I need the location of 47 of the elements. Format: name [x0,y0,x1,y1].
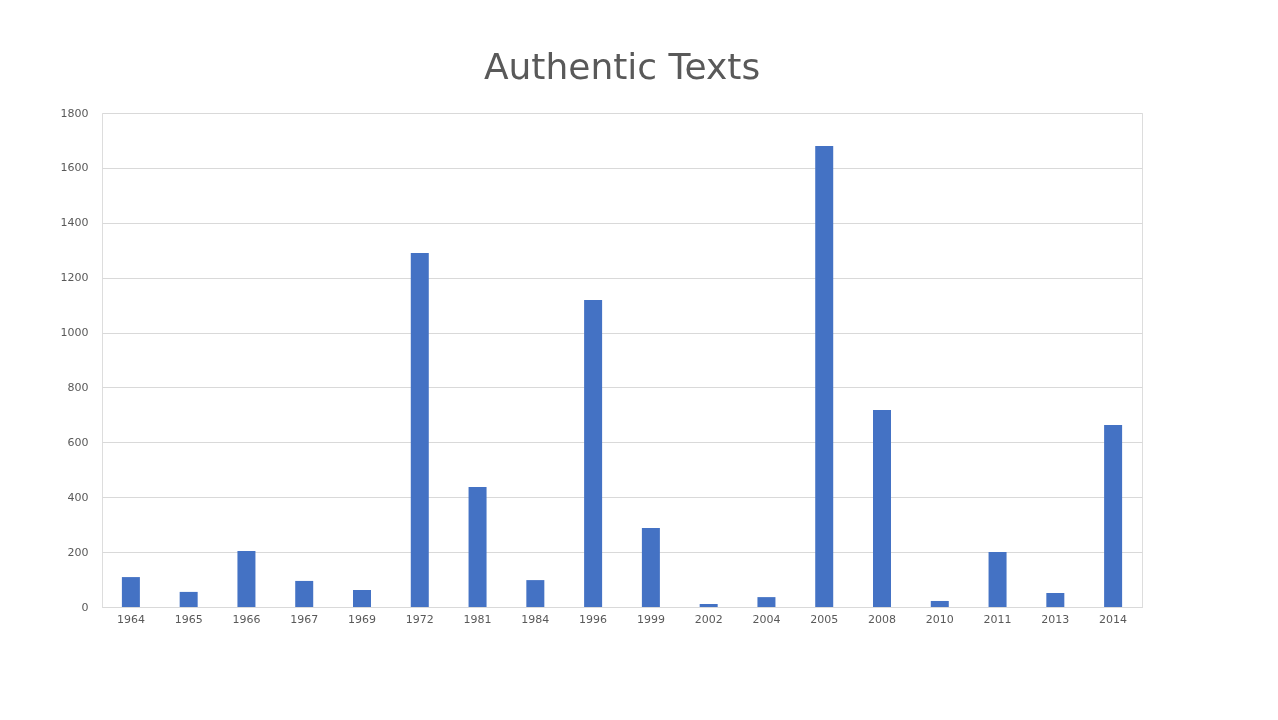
y-tick-label: 600 [67,435,89,449]
x-tick-label: 2010 [925,612,954,626]
x-tick-label: 2008 [868,612,896,626]
bar [873,409,891,607]
y-tick-label: 200 [67,545,89,559]
bar [237,551,256,607]
x-tick-label: 1999 [636,612,665,626]
x-tick-label: 1984 [521,612,550,626]
bar [468,487,487,607]
x-tick-label: 2011 [983,612,1012,626]
x-tick-label: 2014 [1099,612,1128,626]
bar [526,580,545,607]
x-tick-label: 1972 [405,612,434,626]
bar [641,527,660,607]
y-tick-label: 0 [81,600,89,614]
x-tick-label: 2002 [694,612,723,626]
bar [930,600,949,607]
y-tick-label: 400 [67,490,89,504]
bar [353,589,371,607]
y-tick-label: 1200 [60,271,89,285]
bar [1046,593,1065,607]
y-tick-label: 1000 [60,326,89,340]
x-tick-label: 2004 [752,612,781,626]
x-tick-label: 2013 [1041,612,1070,626]
bar [179,591,198,607]
x-tick-label: 1964 [116,612,145,626]
y-tick-label: 1400 [60,216,89,230]
y-tick-label: 1600 [60,161,89,175]
bar [815,145,834,607]
bar [295,580,314,607]
bar [121,577,140,607]
x-tick-label: 1996 [579,612,608,626]
x-tick-label: 1981 [463,612,492,626]
y-tick-label: 1800 [60,106,89,120]
bar [757,597,776,607]
y-tick-label: 800 [67,380,89,394]
x-tick-label: 2005 [810,612,839,626]
bar [410,252,429,607]
x-tick-label: 1965 [174,612,203,626]
bar [988,552,1007,607]
chart-title: Authentic Texts [483,46,761,87]
x-tick-label: 1967 [290,612,319,626]
x-tick-label: 1969 [348,612,376,626]
bar [699,603,718,607]
x-tick-label: 1966 [232,612,261,626]
bar [584,299,603,607]
bar [1104,425,1123,607]
